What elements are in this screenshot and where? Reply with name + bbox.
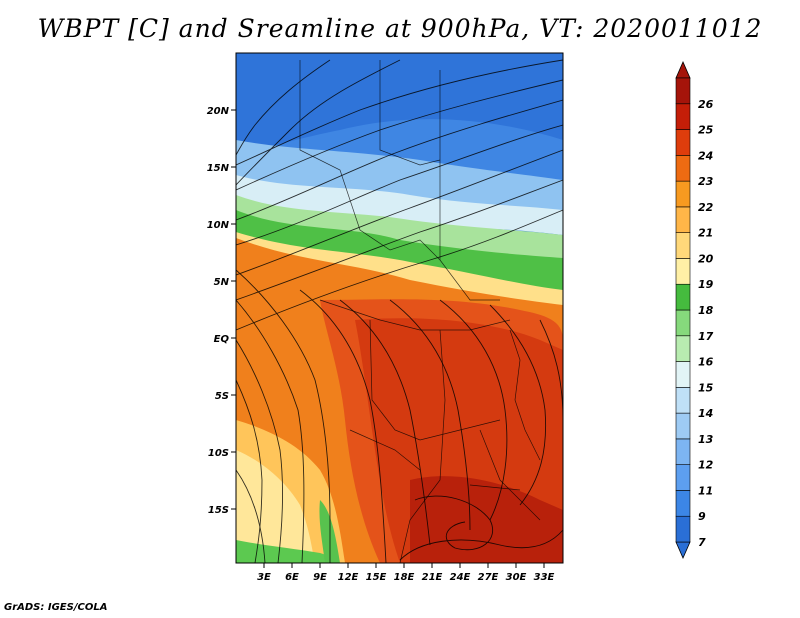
temperature-field <box>236 53 563 563</box>
lon-label: 18E <box>394 572 415 583</box>
colorbar-label: 22 <box>698 201 714 214</box>
colorbar-min-arrow <box>675 541 691 559</box>
colorbar-swatch <box>675 515 691 543</box>
lon-label: 6E <box>285 572 299 583</box>
colorbar-label: 14 <box>698 407 713 420</box>
lat-label: 20N <box>207 106 230 117</box>
lon-label: 9E <box>313 572 327 583</box>
lat-label: 10S <box>208 448 229 459</box>
colorbar-label: 13 <box>698 433 714 446</box>
colorbar-label: 18 <box>698 304 714 317</box>
colorbar-swatch <box>675 387 691 414</box>
colorbar-swatch <box>675 180 691 208</box>
colorbar-label: 17 <box>698 330 714 343</box>
lat-label: 15S <box>208 505 229 516</box>
lon-label: 33E <box>534 572 555 583</box>
colorbar-label: 24 <box>698 149 713 162</box>
colorbar-swatch <box>675 232 691 259</box>
colorbar-swatch <box>675 335 691 362</box>
colorbar: 7 9 11 12 13 14 15 16 17 18 19 20 21 22 23 24 25 26 <box>675 61 714 559</box>
lon-label: 3E <box>257 572 271 583</box>
colorbar-label: 12 <box>698 459 714 472</box>
colorbar-swatch <box>675 103 691 130</box>
lat-label: 5N <box>214 277 230 288</box>
colorbar-label: 26 <box>698 98 714 111</box>
colorbar-swatch <box>675 129 691 156</box>
colorbar-label: 20 <box>698 252 714 265</box>
colorbar-swatch <box>675 412 691 440</box>
map-frame <box>235 52 564 564</box>
colorbar-label: 25 <box>698 124 714 137</box>
colorbar-swatch <box>675 361 691 388</box>
colorbar-label: 19 <box>698 278 714 291</box>
colorbar-label: 7 <box>698 536 706 549</box>
lon-label: 15E <box>366 572 387 583</box>
colorbar-label: 11 <box>698 484 713 497</box>
colorbar-label: 21 <box>698 227 713 240</box>
lon-label: 24E <box>450 572 471 583</box>
colorbar-label: 23 <box>698 175 714 188</box>
colorbar-swatch <box>675 309 691 337</box>
lon-label: 30E <box>506 572 527 583</box>
colorbar-swatch <box>675 155 691 182</box>
colorbar-swatch <box>675 258 691 285</box>
lat-label: 10N <box>207 220 230 231</box>
grads-credit: GrADS: IGES/COLA <box>4 602 108 613</box>
lat-label: 15N <box>207 163 230 174</box>
colorbar-max-arrow <box>675 61 691 79</box>
lat-label: 5S <box>215 391 229 402</box>
colorbar-swatch <box>675 283 691 311</box>
colorbar-label: 15 <box>698 381 714 394</box>
colorbar-swatch <box>675 464 691 491</box>
lat-label: EQ <box>214 334 230 345</box>
lon-label: 27E <box>478 572 499 583</box>
colorbar-label: 16 <box>698 356 714 369</box>
colorbar-swatch <box>675 77 691 105</box>
lon-label: 12E <box>338 572 359 583</box>
colorbar-swatch <box>675 438 691 465</box>
map-title: WBPT [C] and Sreamline at 900hPa, VT: 20… <box>37 14 763 43</box>
colorbar-label: 9 <box>698 510 706 523</box>
colorbar-swatch <box>675 490 691 517</box>
lon-label: 21E <box>422 572 443 583</box>
colorbar-swatch <box>675 206 691 233</box>
